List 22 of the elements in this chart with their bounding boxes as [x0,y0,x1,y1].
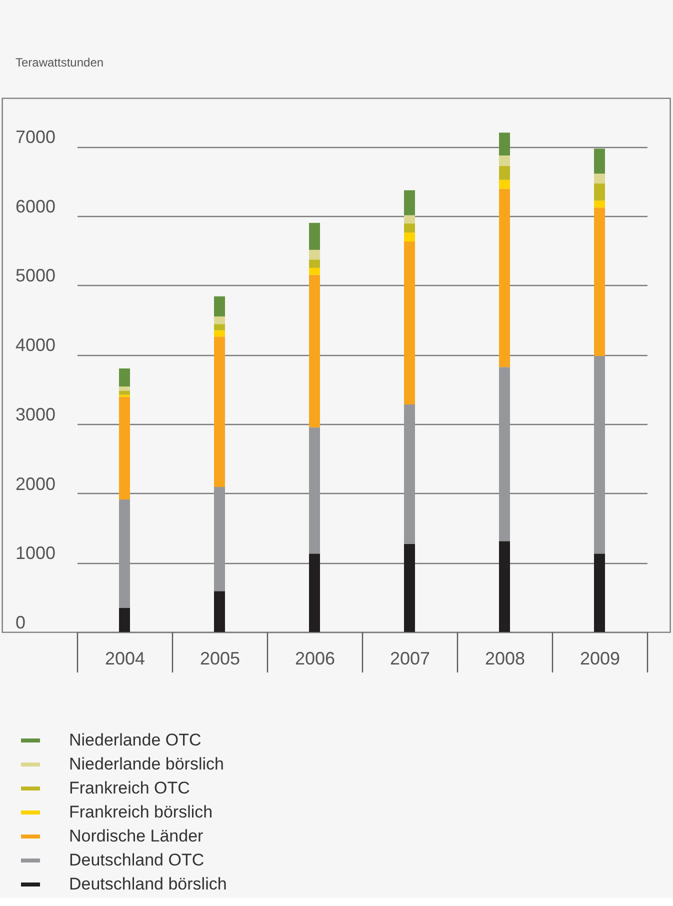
y-tick-label: 7000 [16,127,56,148]
x-tick-label: 2007 [390,648,430,668]
x-tick-label: 2005 [200,648,240,668]
y-tick-label: 3000 [16,404,56,424]
y-tick-label: 4000 [16,335,56,356]
y-tick-label: 0 [16,612,26,632]
y-tick-label: 5000 [16,266,56,286]
y-axis-title: Terawattstunden [16,56,104,70]
x-tick-label: 2006 [294,648,336,668]
y-tick-label: 2000 [16,474,56,494]
legend-label: Niederlande OTC [69,730,202,750]
y-tick-label: 1000 [16,543,56,564]
legend-label: Niederlande börslich [69,754,224,774]
legend-label: Frankreich OTC [69,778,190,798]
x-tick-label: 2008 [484,648,526,668]
x-tick-label: 2004 [104,648,146,668]
legend-label: Deutschland börslich [69,874,227,894]
x-tick-label: 2009 [580,648,620,668]
legend-label: Deutschland OTC [69,850,204,870]
y-tick-label: 6000 [16,196,56,216]
legend-label: Nordische Länder [69,826,204,846]
legend-label: Frankreich börslich [69,802,213,822]
